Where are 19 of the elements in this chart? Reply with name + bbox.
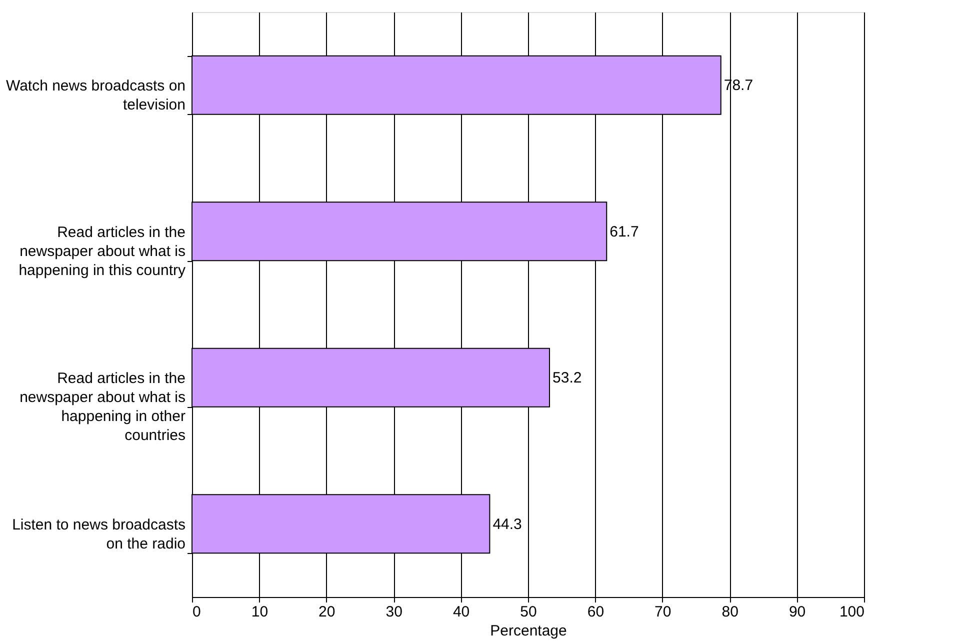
- x-tick-label: 50: [520, 604, 537, 620]
- x-tick-label: 30: [386, 604, 402, 620]
- x-tick-label: 20: [318, 604, 336, 620]
- y-tick-label: Read articles in the newspaper about what is happening in this country: [18, 224, 186, 279]
- x-tick-label: 70: [654, 604, 672, 620]
- y-tick-label: Read articles in the newspaper about what is happening in other countries: [20, 370, 186, 444]
- x-tick-label: 0: [192, 604, 201, 620]
- x-tick-label: 10: [251, 604, 268, 620]
- x-axis-title: Percentage: [490, 622, 567, 640]
- x-tick-label: 100: [839, 604, 864, 620]
- x-tick-label: 80: [722, 604, 738, 620]
- data-label: 53.2: [552, 370, 582, 387]
- y-tick-label: Watch news broadcasts on television: [6, 78, 186, 114]
- data-label: 44.3: [492, 516, 522, 533]
- x-tick-label: 60: [587, 604, 604, 620]
- data-label: 61.7: [610, 223, 639, 240]
- x-tick-label: 40: [452, 604, 470, 620]
- y-tick-label: Listen to news broadcasts on the radio: [12, 516, 186, 552]
- x-tick-label: 90: [788, 604, 806, 620]
